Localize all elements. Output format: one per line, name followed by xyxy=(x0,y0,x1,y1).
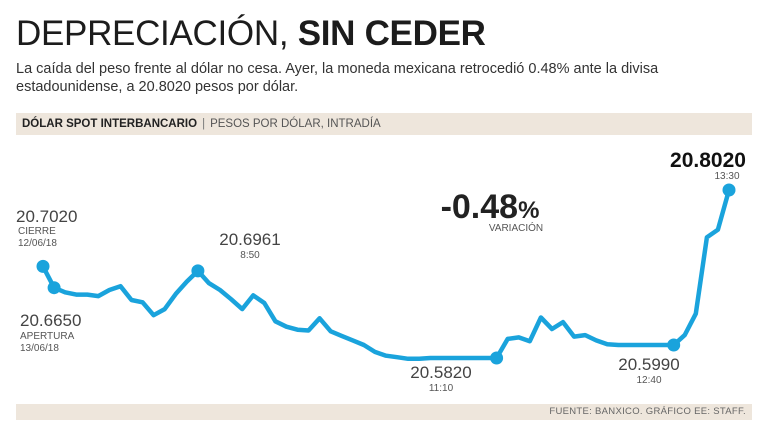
point-13-30-value-label: 20.8020 xyxy=(670,149,746,172)
variation-unit: % xyxy=(518,197,539,224)
point-11-10-time-label: 11:10 xyxy=(429,383,454,394)
point-8-50-time-label: 8:50 xyxy=(240,250,260,261)
variation-value: -0.48% xyxy=(441,188,540,226)
point-12-40-value-label: 20.5990 xyxy=(618,355,679,374)
title-light: DEPRECIACIÓN, xyxy=(16,14,289,53)
chart-label-separator: | xyxy=(202,118,206,130)
title-bold: SIN CEDER xyxy=(297,14,486,53)
cierre-label: CIERRE xyxy=(18,226,56,237)
apertura-value-label: 20.6650 xyxy=(20,311,81,330)
point-13-30-time-label: 13:30 xyxy=(714,171,739,182)
subtitle: La caída del peso frente al dólar no ces… xyxy=(16,61,659,95)
point-markers xyxy=(36,183,736,365)
chart-label-bold: DÓLAR SPOT INTERBANCARIO xyxy=(22,118,198,130)
point-marker-6 xyxy=(722,183,736,197)
point-marker-3 xyxy=(191,264,205,278)
chart-label-rest: PESOS POR DÓLAR, INTRADÍA xyxy=(210,118,381,130)
series-line xyxy=(40,187,732,362)
apertura-date-label: 13/06/18 xyxy=(20,343,59,354)
point-marker-2 xyxy=(47,281,61,295)
apertura-label: APERTURA xyxy=(20,331,75,342)
point-marker-4 xyxy=(490,351,504,365)
cierre-date-label: 12/06/18 xyxy=(18,238,57,249)
source-footer: FUENTE: BANXICO. GRÁFICO EE: STAFF. xyxy=(16,404,752,420)
point-11-10-value-label: 20.5820 xyxy=(410,363,471,382)
variation-label: VARIACIÓN xyxy=(489,221,543,234)
variation-number: -0.48 xyxy=(441,188,519,226)
chart-header-bar: DÓLAR SPOT INTERBANCARIO | PESOS POR DÓLAR… xyxy=(16,113,752,135)
page-title: DEPRECIACIÓN, SIN CEDER xyxy=(16,14,486,54)
point-marker-1 xyxy=(36,259,50,273)
source-text: FUENTE: BANXICO. GRÁFICO EE: STAFF. xyxy=(549,406,746,417)
cierre-value-label: 20.7020 xyxy=(16,207,77,226)
point-8-50-value-label: 20.6961 xyxy=(219,230,280,249)
point-marker-5 xyxy=(667,338,681,352)
point-12-40-time-label: 12:40 xyxy=(636,375,661,386)
